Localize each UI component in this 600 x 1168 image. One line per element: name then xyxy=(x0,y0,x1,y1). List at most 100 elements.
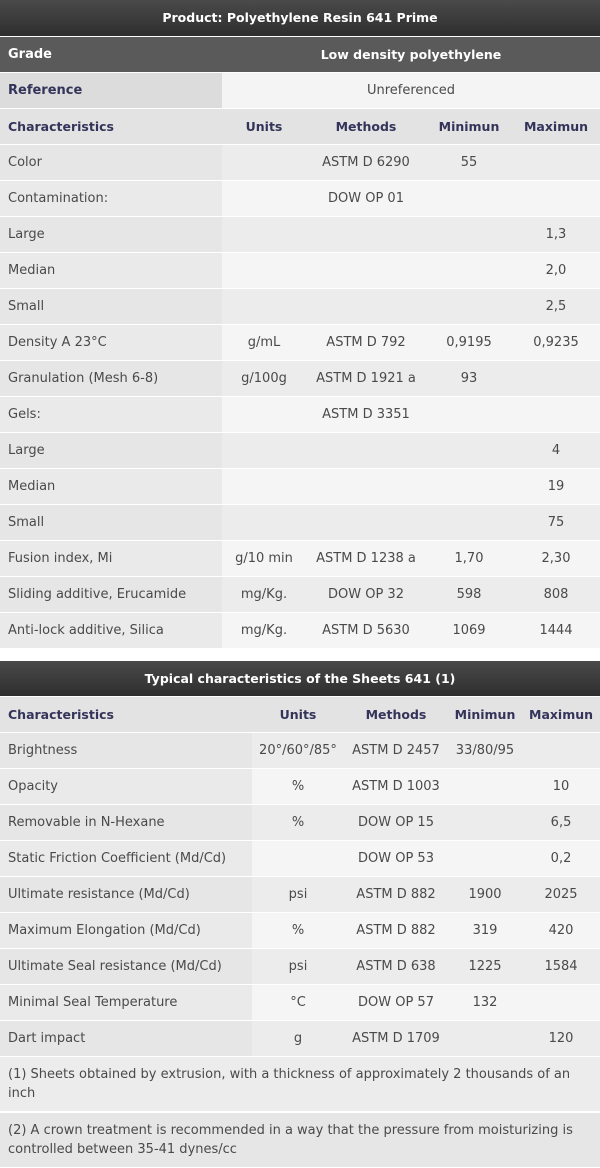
grade-label: Grade xyxy=(0,36,222,73)
cell-minimum xyxy=(448,768,522,805)
footnote-row: (2) A crown treatment is recommended in … xyxy=(0,1112,600,1168)
cell-minimum xyxy=(448,804,522,841)
cell-maximum xyxy=(512,360,600,397)
sheets-title: Typical characteristics of the Sheets 64… xyxy=(0,660,600,697)
cell-minimum xyxy=(426,504,512,541)
cell-units xyxy=(222,468,306,505)
cell-units: °C xyxy=(252,984,344,1021)
cell-method: ASTM D 1921 a xyxy=(306,360,426,397)
cell-maximum: 6,5 xyxy=(522,804,600,841)
cell-characteristic: Fusion index, Mi xyxy=(0,540,222,577)
table-gap xyxy=(0,648,600,661)
table-row: Median 19 xyxy=(0,468,600,505)
cell-characteristic: Brightness xyxy=(0,732,252,769)
table-row: Color ASTM D 6290 55 xyxy=(0,144,600,181)
cell-method xyxy=(306,252,426,289)
table-row: Opacity% ASTM D 1003 10 xyxy=(0,768,600,805)
table2-header-row: Characteristics Units Methods Minimun Ma… xyxy=(0,696,600,733)
cell-method xyxy=(306,504,426,541)
cell-method: ASTM D 1709 xyxy=(344,1020,448,1057)
footnote-text: (1) Sheets obtained by extrusion, with a… xyxy=(0,1056,600,1113)
cell-maximum: 0,2 xyxy=(522,840,600,877)
cell-units: % xyxy=(252,912,344,949)
table-row: Sliding additive, Erucamide mg/Kg. DOW OP … xyxy=(0,576,600,613)
cell-method: ASTM D 882 xyxy=(344,876,448,913)
cell-units: psi xyxy=(252,876,344,913)
header-minimum: Minimun xyxy=(448,696,522,733)
cell-minimum xyxy=(448,1020,522,1057)
table1-header-row: Characteristics Units Methods Minimun Ma… xyxy=(0,108,600,145)
cell-maximum: 2,0 xyxy=(512,252,600,289)
cell-minimum xyxy=(426,468,512,505)
cell-characteristic: Anti-lock additive, Silica xyxy=(0,612,222,649)
cell-units: % xyxy=(252,804,344,841)
cell-minimum: 0,9195 xyxy=(426,324,512,361)
cell-maximum: 1584 xyxy=(522,948,600,985)
cell-maximum: 2,5 xyxy=(512,288,600,325)
cell-characteristic: Minimal Seal Temperature xyxy=(0,984,252,1021)
cell-characteristic: Median xyxy=(0,252,222,289)
cell-method: DOW OP 01 xyxy=(306,180,426,217)
cell-minimum: 1069 xyxy=(426,612,512,649)
cell-characteristic: Static Friction Coefficient (Md/Cd) xyxy=(0,840,252,877)
table-row: Fusion index, Mi g/10 min ASTM D 1238 a 1,7… xyxy=(0,540,600,577)
cell-method: ASTM D 882 xyxy=(344,912,448,949)
cell-units: 20°/60°/85° xyxy=(252,732,344,769)
table-row: Median 2,0 xyxy=(0,252,600,289)
cell-characteristic: Color xyxy=(0,144,222,181)
cell-method: DOW OP 57 xyxy=(344,984,448,1021)
cell-characteristic: Large xyxy=(0,216,222,253)
product-title-row: Product: Polyethylene Resin 641 Prime xyxy=(0,0,600,37)
cell-units: % xyxy=(252,768,344,805)
cell-minimum: 1225 xyxy=(448,948,522,985)
cell-maximum: 808 xyxy=(512,576,600,613)
table-row: Removable in N-Hexane% DOW OP 15 6,5 xyxy=(0,804,600,841)
grade-row: Grade Low density polyethylene xyxy=(0,36,600,73)
product-table: Product: Polyethylene Resin 641 Prime Gr… xyxy=(0,0,600,649)
cell-maximum xyxy=(512,180,600,217)
cell-maximum xyxy=(522,984,600,1021)
cell-characteristic: Density A 23°C xyxy=(0,324,222,361)
cell-minimum: 319 xyxy=(448,912,522,949)
table-row: Dart impact g ASTM D 1709 120 xyxy=(0,1020,600,1057)
cell-maximum: 75 xyxy=(512,504,600,541)
cell-method: DOW OP 32 xyxy=(306,576,426,613)
cell-maximum xyxy=(512,144,600,181)
cell-minimum: 1900 xyxy=(448,876,522,913)
cell-units: g/10 min xyxy=(222,540,306,577)
cell-characteristic: Large xyxy=(0,432,222,469)
table-row: Density A 23°C g/mL ASTM D 792 0,9195 0,9235 xyxy=(0,324,600,361)
cell-minimum xyxy=(426,288,512,325)
cell-units xyxy=(252,840,344,877)
cell-characteristic: Maximum Elongation (Md/Cd) xyxy=(0,912,252,949)
sheets-table: Typical characteristics of the Sheets 64… xyxy=(0,660,600,1168)
table-row: Maximum Elongation (Md/Cd)% ASTM D 882 319… xyxy=(0,912,600,949)
cell-units xyxy=(222,252,306,289)
cell-minimum: 33/80/95 xyxy=(448,732,522,769)
cell-units: g/100g xyxy=(222,360,306,397)
cell-units: g/mL xyxy=(222,324,306,361)
cell-characteristic: Median xyxy=(0,468,222,505)
cell-maximum: 120 xyxy=(522,1020,600,1057)
cell-characteristic: Ultimate Seal resistance (Md/Cd) xyxy=(0,948,252,985)
cell-maximum: 10 xyxy=(522,768,600,805)
cell-minimum xyxy=(426,396,512,433)
cell-minimum: 598 xyxy=(426,576,512,613)
header-methods: Methods xyxy=(344,696,448,733)
cell-characteristic: Contamination: xyxy=(0,180,222,217)
cell-method: ASTM D 2457 xyxy=(344,732,448,769)
cell-units: mg/Kg. xyxy=(222,576,306,613)
cell-units xyxy=(222,432,306,469)
cell-units xyxy=(222,180,306,217)
cell-method: ASTM D 3351 xyxy=(306,396,426,433)
header-units: Units xyxy=(222,108,306,145)
cell-characteristic: Small xyxy=(0,504,222,541)
cell-characteristic: Opacity xyxy=(0,768,252,805)
cell-units: mg/Kg. xyxy=(222,612,306,649)
cell-method: ASTM D 1003 xyxy=(344,768,448,805)
cell-minimum xyxy=(426,252,512,289)
table-row: Ultimate Seal resistance (Md/Cd) psi ASTM … xyxy=(0,948,600,985)
table-row: Small 2,5 xyxy=(0,288,600,325)
cell-maximum: 2,30 xyxy=(512,540,600,577)
cell-units: g xyxy=(252,1020,344,1057)
